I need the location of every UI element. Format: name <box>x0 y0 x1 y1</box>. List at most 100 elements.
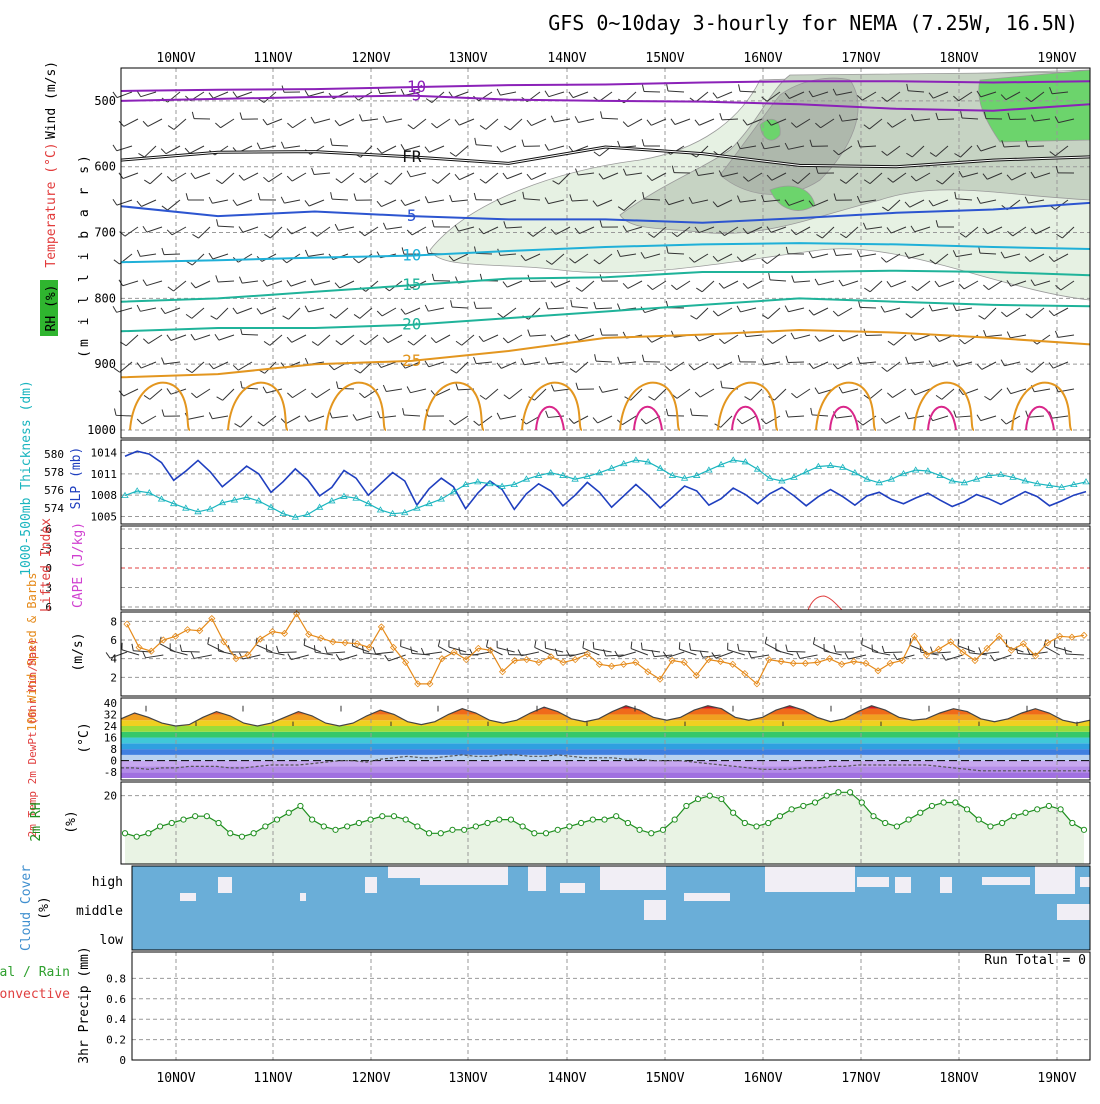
isotherm-label: FR <box>402 147 422 166</box>
temp-tick-label: 32 <box>104 708 117 721</box>
run-total: Run Total = 0 <box>984 953 1086 968</box>
pressure-tick-label: 1000 <box>87 423 116 437</box>
rh-point <box>146 831 151 836</box>
date-label-top: 11NOV <box>253 51 292 66</box>
rh-point <box>239 834 244 839</box>
date-label-top: 18NOV <box>939 51 978 66</box>
date-label-bottom: 16NOV <box>743 1071 782 1086</box>
rh-point <box>906 817 911 822</box>
slp-tick-label: 1011 <box>91 468 118 481</box>
rh-point <box>485 820 490 825</box>
temp-band <box>121 738 1090 744</box>
rh-point <box>976 817 981 822</box>
rh-tick-label: 20 <box>104 790 117 803</box>
wind-barb <box>242 334 258 335</box>
rh-point <box>871 814 876 819</box>
rh-point <box>988 824 993 829</box>
thickness-tick-label: 578 <box>44 466 64 479</box>
cloud-gap <box>528 866 546 891</box>
wind-barb <box>338 388 354 389</box>
rh-point <box>298 803 303 808</box>
rh-point <box>1058 807 1063 812</box>
slp-tick-label: 1014 <box>91 447 118 460</box>
rh-point <box>543 831 548 836</box>
rh-point <box>122 831 127 836</box>
rh-point <box>731 810 736 815</box>
wind-tick-label: 2 <box>110 671 117 684</box>
rh-point <box>310 817 315 822</box>
date-label-top: 16NOV <box>743 51 782 66</box>
rh-point <box>672 817 677 822</box>
slp-label: SLP (mb) <box>69 447 84 510</box>
date-label-bottom: 14NOV <box>547 1071 586 1086</box>
rh-point <box>555 827 560 832</box>
date-label-top: 14NOV <box>547 51 586 66</box>
rh-point <box>356 820 361 825</box>
rh-point <box>426 831 431 836</box>
rh-point <box>684 803 689 808</box>
wind-barb <box>787 651 805 652</box>
rh-point <box>380 814 385 819</box>
cloud-gap <box>300 893 306 901</box>
rh-point <box>649 831 654 836</box>
wind-barb <box>644 91 660 92</box>
rh-point <box>941 800 946 805</box>
rh-point <box>812 800 817 805</box>
precip-tick-label: 0.6 <box>106 993 126 1006</box>
wind-barb-flag <box>352 639 353 646</box>
wind-barb <box>884 652 902 653</box>
date-label-top: 13NOV <box>448 51 487 66</box>
temp-tick-label: 24 <box>104 720 118 733</box>
thickness-tick-label: 574 <box>44 502 64 515</box>
temp-tick-label: 8 <box>110 743 117 756</box>
profile-wind-label: Wind (m/s) <box>44 61 59 139</box>
wind-tick-label: 4 <box>110 653 117 666</box>
rh-point <box>1046 803 1051 808</box>
date-label-bottom: 13NOV <box>448 1071 487 1086</box>
wind-barb <box>1010 119 1026 120</box>
thickness-label: 1000-500mb Thickness (dm) <box>19 380 34 576</box>
date-label-bottom: 17NOV <box>841 1071 880 1086</box>
rh-point <box>894 824 899 829</box>
cloud-gap <box>684 893 730 901</box>
rh-point <box>660 827 665 832</box>
cloud-row-label: low <box>100 933 124 948</box>
date-label-top: 19NOV <box>1037 51 1076 66</box>
cloud-gap <box>982 877 1030 885</box>
rh-point <box>953 800 958 805</box>
rh-point <box>497 817 502 822</box>
cloud-gap <box>1035 866 1075 894</box>
thickness-tick-label: 576 <box>44 484 64 497</box>
wind-barb <box>164 254 180 255</box>
date-label-bottom: 15NOV <box>645 1071 684 1086</box>
rh-point <box>567 824 572 829</box>
wind-barb <box>182 651 200 652</box>
date-label-top: 12NOV <box>351 51 390 66</box>
cloud-gap <box>857 877 889 887</box>
isotherm-label: 5 <box>407 206 417 225</box>
rh-point <box>801 803 806 808</box>
temp-band <box>121 732 1090 738</box>
rh-point <box>602 817 607 822</box>
cloud-gap <box>600 866 666 890</box>
rh-point <box>836 790 841 795</box>
rh-point <box>579 820 584 825</box>
rh-point <box>742 820 747 825</box>
cloud-gap <box>420 877 508 885</box>
cloud-gap <box>388 866 508 878</box>
rh-point <box>532 831 537 836</box>
rh-point <box>228 831 233 836</box>
rh-point <box>1081 827 1086 832</box>
rh-point <box>157 824 162 829</box>
temp-tick-label: 0 <box>110 755 117 768</box>
isotherm-label: 10 <box>402 246 421 265</box>
precip-tick-label: 0.2 <box>106 1034 126 1047</box>
wind-barb-flag <box>958 639 959 646</box>
rh-point <box>169 820 174 825</box>
rh-point <box>929 803 934 808</box>
wind-barb-flag <box>593 642 594 649</box>
date-label-bottom: 19NOV <box>1037 1071 1076 1086</box>
wind-barb <box>476 253 492 254</box>
rh-point <box>918 810 923 815</box>
